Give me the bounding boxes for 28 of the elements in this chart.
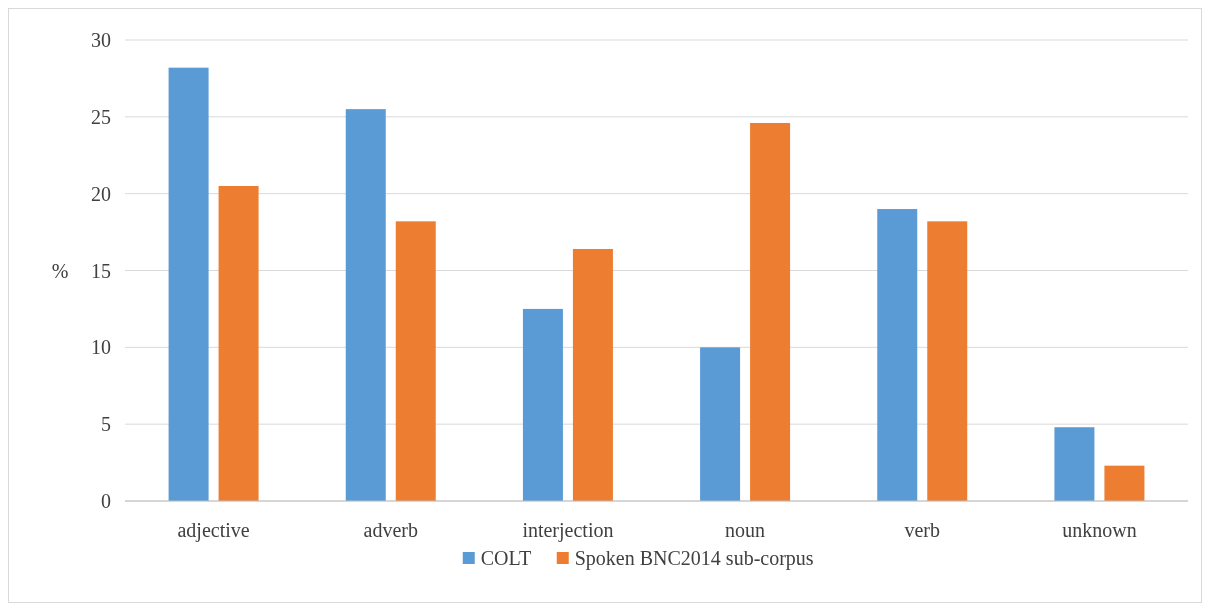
bar	[168, 67, 209, 501]
y-tick-label: 0	[101, 490, 111, 512]
y-tick-label: 15	[91, 259, 111, 282]
bar	[572, 248, 613, 501]
legend-label: COLT	[480, 547, 532, 569]
x-tick-label: verb	[904, 519, 941, 541]
bar	[218, 185, 259, 501]
y-axis-title: %	[51, 259, 69, 282]
y-tick-label: 5	[101, 413, 111, 436]
legend-label: Spoken BNC2014 sub-corpus	[574, 547, 814, 570]
x-tick-label: interjection	[522, 519, 614, 542]
bar	[522, 308, 563, 501]
y-tick-label: 10	[91, 336, 111, 359]
y-tick-label: 30	[91, 29, 111, 51]
x-tick-label: unknown	[1062, 519, 1137, 541]
bar	[345, 109, 386, 501]
y-tick-label: 20	[91, 182, 111, 205]
y-tick-label: 25	[91, 105, 111, 128]
bar	[395, 221, 436, 501]
bar	[927, 221, 968, 501]
x-tick-label: adverb	[363, 519, 418, 541]
bar	[1054, 427, 1095, 501]
bar	[1104, 465, 1145, 501]
x-tick-label: adjective	[177, 519, 250, 542]
bar	[750, 122, 791, 501]
bar	[700, 347, 741, 501]
bar	[877, 209, 918, 501]
x-tick-label: noun	[725, 519, 766, 541]
